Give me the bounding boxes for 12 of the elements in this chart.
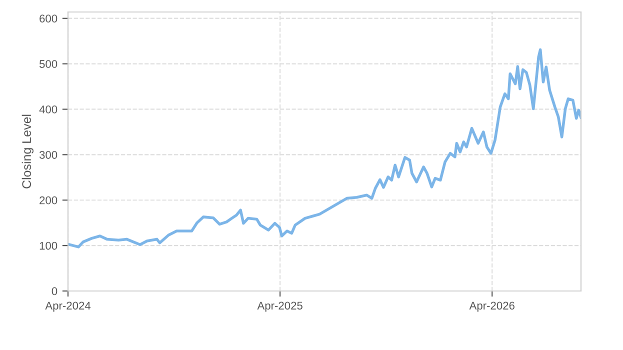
x-tick-label: Apr-2026 <box>469 302 514 312</box>
y-tick-label: 100 <box>40 242 58 250</box>
line-series <box>68 48 581 248</box>
y-tick-label: 0 <box>52 287 58 296</box>
y-tick-label: 200 <box>40 196 58 204</box>
x-tick-label: Apr-2025 <box>257 302 302 312</box>
y-tick-label: 400 <box>39 106 58 114</box>
y-axis-title: Closing Level <box>22 114 34 188</box>
y-tick-label: 300 <box>39 150 58 159</box>
x-tick-label: Apr-2024 <box>45 302 91 312</box>
y-tick-label: 500 <box>39 60 58 68</box>
y-tick-label: 600 <box>40 14 58 22</box>
